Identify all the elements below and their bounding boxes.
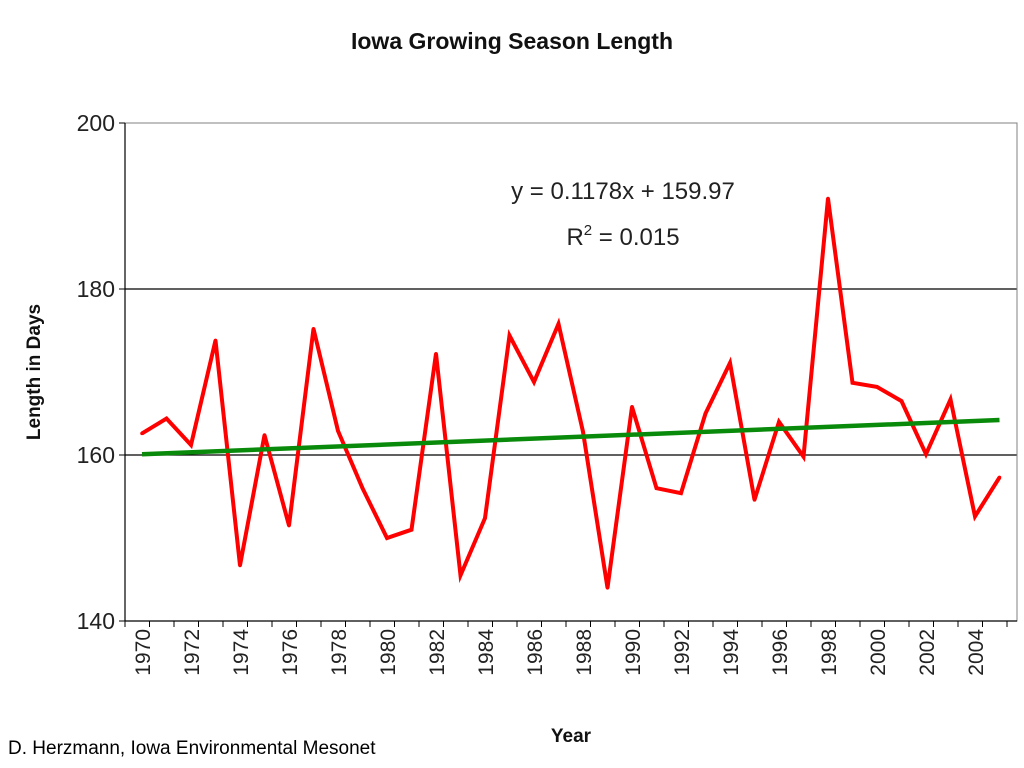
- x-tick-label-1986: 1986: [524, 629, 547, 676]
- data-point-1977: [311, 327, 316, 331]
- x-tick-label-1970: 1970: [132, 629, 155, 676]
- data-point-1992: [679, 491, 683, 495]
- data-point-1981: [409, 527, 414, 532]
- trendline-equation: y = 0.1178x + 159.97: [511, 178, 735, 205]
- data-point-1991: [654, 486, 659, 491]
- data-point-2005: [997, 475, 1002, 480]
- data-point-1997: [801, 454, 806, 459]
- x-tick-label-2002: 2002: [916, 629, 939, 676]
- data-point-1974: [238, 563, 242, 568]
- x-tick-label-1974: 1974: [230, 629, 253, 676]
- data-point-1995: [752, 498, 757, 502]
- trendline: [141, 417, 1000, 457]
- x-tick-label-2004: 2004: [965, 629, 988, 676]
- y-tick-labels: 140 160 180 200: [77, 110, 115, 634]
- data-point-2000: [875, 385, 879, 389]
- x-tick-label-1984: 1984: [475, 629, 498, 676]
- data-point-1982: [434, 351, 438, 356]
- data-point-1978: [336, 429, 340, 433]
- r-squared-letter: R: [566, 224, 583, 251]
- data-point-1983: [458, 573, 463, 578]
- x-tick-label-1988: 1988: [573, 629, 596, 676]
- x-tick-label-1990: 1990: [622, 629, 645, 676]
- y-tick-label-160: 160: [77, 442, 115, 468]
- data-point-1999: [850, 380, 855, 385]
- data-point-1984: [483, 516, 487, 520]
- data-point-2003: [948, 397, 953, 402]
- x-tick-label-1980: 1980: [377, 629, 400, 676]
- data-point-1980: [385, 536, 389, 540]
- x-tick-label-1992: 1992: [671, 629, 694, 676]
- x-tick-label-1998: 1998: [818, 629, 841, 676]
- data-point-1987: [556, 322, 561, 326]
- chart-title: Iowa Growing Season Length: [350, 28, 674, 54]
- x-tick-label-1972: 1972: [181, 629, 204, 676]
- credit-text: D. Herzmann, Iowa Environmental Mesonet: [8, 738, 376, 759]
- x-tick-label-1982: 1982: [426, 629, 449, 676]
- y-tick-label-140: 140: [77, 608, 115, 634]
- data-point-1996: [777, 420, 781, 424]
- data-point-2001: [899, 399, 904, 403]
- r-squared-value: = 0.015: [592, 224, 679, 251]
- data-point-1976: [287, 523, 291, 528]
- data-point-2002: [924, 452, 928, 456]
- data-point-1973: [213, 338, 218, 343]
- axes: [119, 122, 1017, 627]
- x-tick-label-2000: 2000: [867, 629, 890, 676]
- data-point-1993: [703, 411, 708, 416]
- data-point-1971: [164, 416, 169, 421]
- data-point-1970: [140, 431, 144, 436]
- data-point-1998: [826, 196, 830, 201]
- x-tick-labels: 1970 1972 1974 1976 1978 1980 1982 1984 1986 1988…: [132, 629, 988, 676]
- data-point-1972: [189, 443, 193, 447]
- gridlines: [125, 288, 1017, 456]
- growing-season-series-line: [140, 198, 1002, 589]
- data-point-1988: [581, 429, 585, 434]
- data-point-1989: [605, 586, 610, 590]
- x-tick-label-1994: 1994: [720, 629, 743, 676]
- x-tick-label-1976: 1976: [279, 629, 302, 676]
- y-axis-label: Length in Days: [24, 304, 45, 440]
- y-tick-label-180: 180: [77, 276, 115, 302]
- data-point-1985: [507, 333, 512, 338]
- x-axis-label: Year: [551, 726, 592, 747]
- data-point-2004: [973, 514, 977, 519]
- r-squared-exponent: 2: [584, 222, 592, 239]
- y-tick-label-200: 200: [77, 110, 115, 136]
- data-point-1990: [630, 405, 634, 409]
- data-point-1994: [728, 361, 732, 365]
- r-squared-label: R2 = 0.015: [566, 222, 679, 251]
- x-tick-label-1996: 1996: [769, 629, 792, 676]
- data-point-1975: [262, 433, 267, 437]
- series: [140, 196, 1002, 590]
- data-point-1986: [532, 380, 536, 384]
- x-tick-label-1978: 1978: [328, 629, 351, 676]
- data-point-1979: [360, 486, 365, 491]
